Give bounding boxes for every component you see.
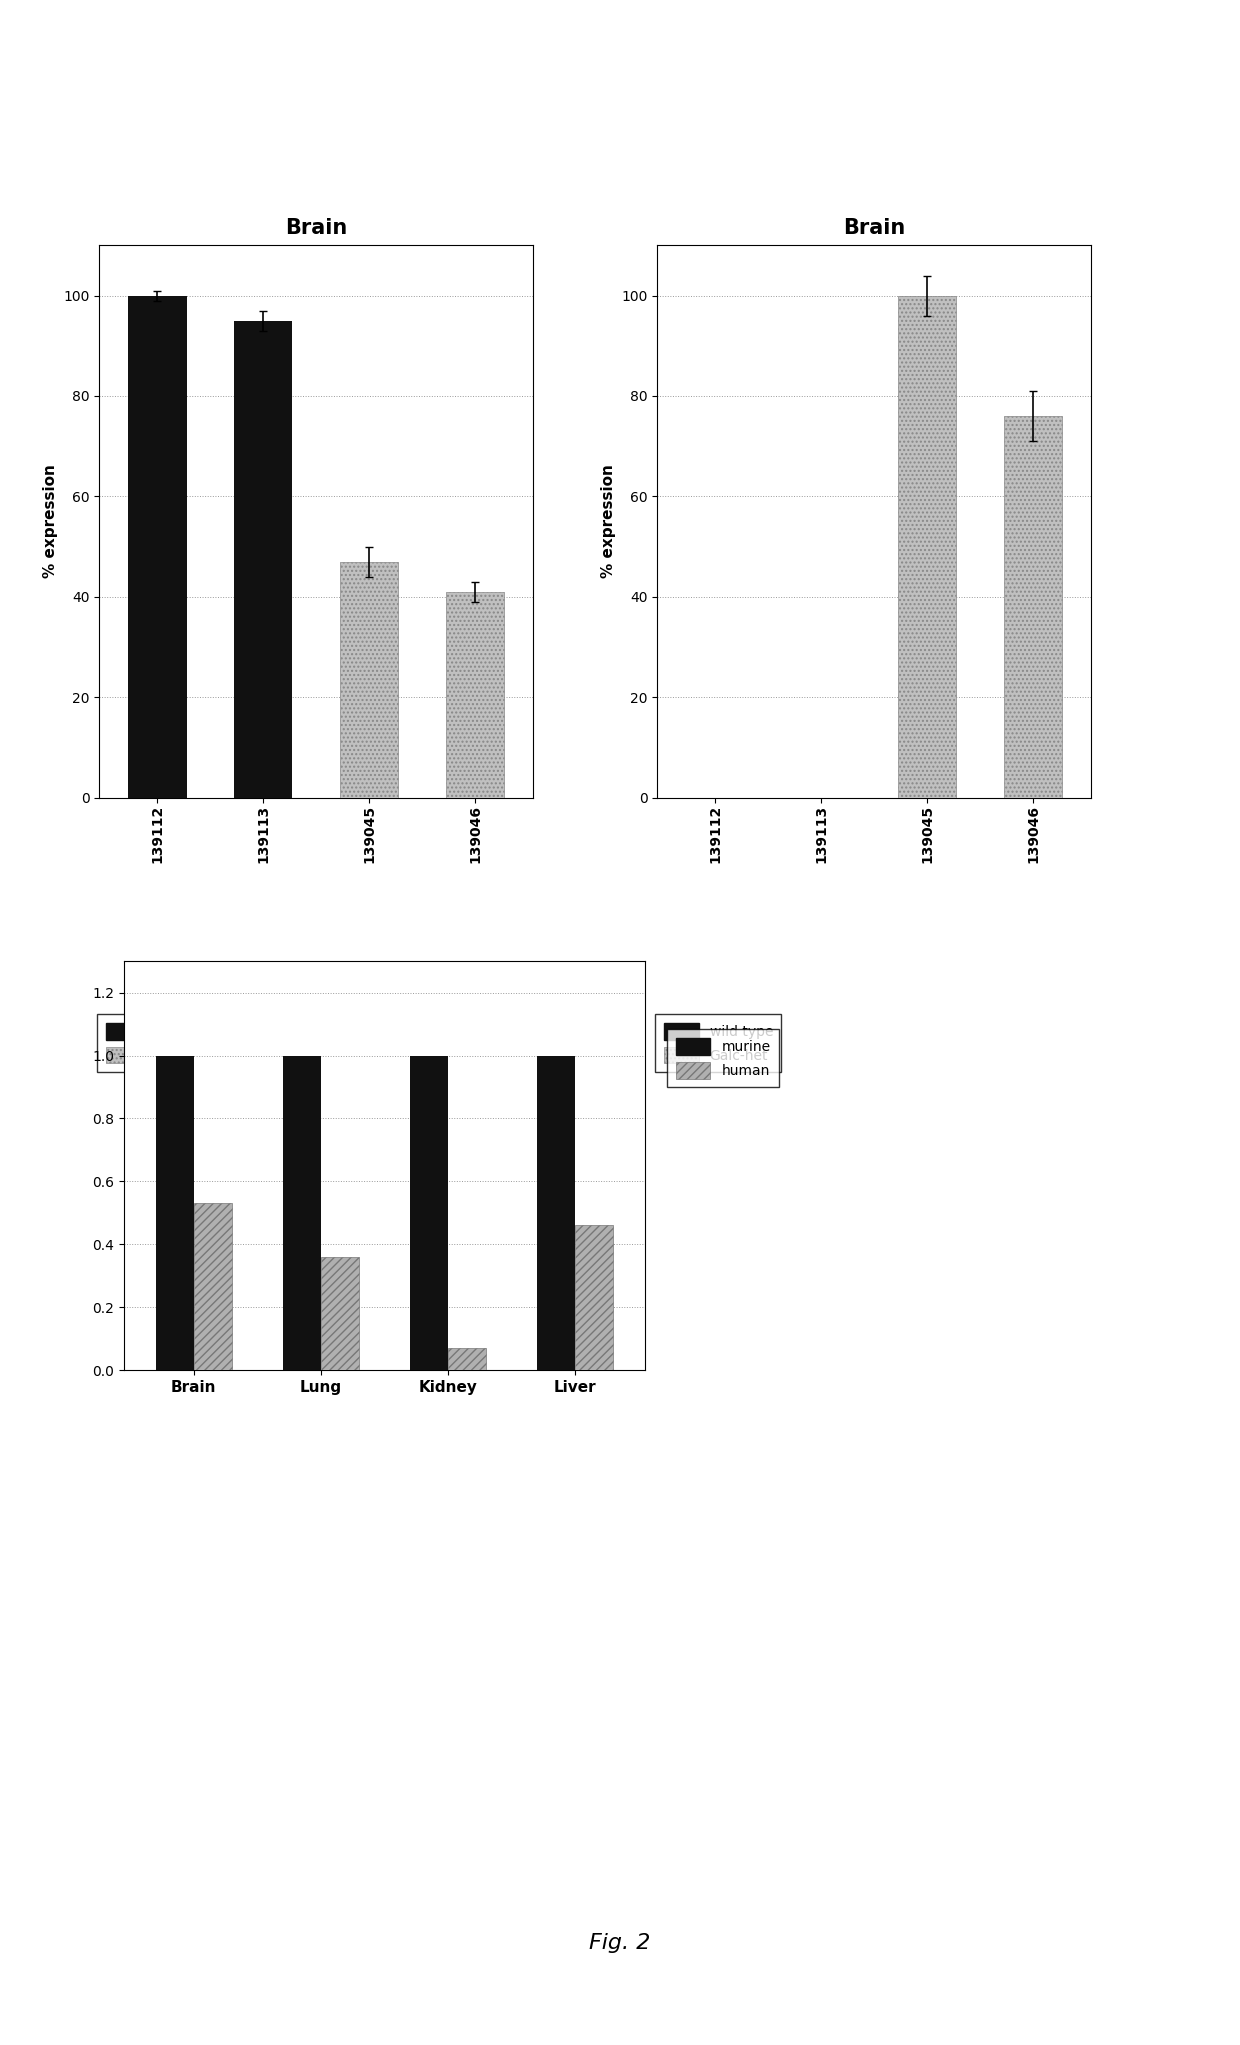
Y-axis label: % expression: % expression bbox=[600, 464, 615, 579]
Bar bbox=[537, 1055, 575, 1370]
Bar bbox=[448, 1348, 486, 1370]
Bar bbox=[193, 1202, 232, 1370]
Title: Brain: Brain bbox=[843, 219, 905, 239]
Bar bbox=[575, 1225, 613, 1370]
Bar bbox=[283, 1055, 321, 1370]
Bar bbox=[321, 1258, 360, 1370]
Bar bbox=[446, 591, 505, 798]
Bar bbox=[128, 297, 186, 798]
Title: Brain: Brain bbox=[285, 219, 347, 239]
Bar bbox=[409, 1055, 448, 1370]
Legend: wild type, Galc-het: wild type, Galc-het bbox=[656, 1014, 781, 1072]
Bar bbox=[234, 321, 293, 798]
Bar bbox=[1004, 415, 1063, 798]
Y-axis label: % expression: % expression bbox=[42, 464, 57, 579]
Legend: wild type, Galc-het: wild type, Galc-het bbox=[98, 1014, 223, 1072]
Bar bbox=[156, 1055, 193, 1370]
Text: Fig. 2: Fig. 2 bbox=[589, 1933, 651, 1953]
Bar bbox=[340, 562, 398, 798]
Legend: murine, human: murine, human bbox=[667, 1029, 779, 1088]
Bar bbox=[898, 297, 956, 798]
